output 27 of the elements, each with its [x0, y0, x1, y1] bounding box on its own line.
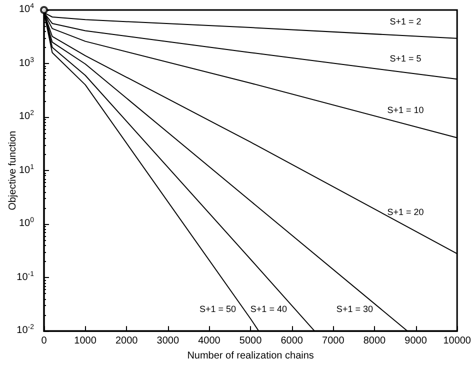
series-label: S+1 = 2 — [390, 16, 422, 27]
series-label: S+1 = 30 — [336, 304, 373, 314]
y-tick-label: 10$^{-1}$ — [16, 270, 34, 284]
series-label: S+1 = 40 — [250, 304, 287, 314]
x-tick-label: 4000 — [198, 336, 221, 347]
x-tick-label: 2000 — [115, 336, 138, 347]
x-tick-label: 1000 — [74, 336, 97, 347]
series-label: S+1 = 20 — [387, 206, 424, 217]
x-tick-label: 8000 — [363, 336, 386, 347]
series-label: S+1 = 10 — [387, 105, 424, 116]
series-label: S+1 = 5 — [390, 54, 422, 64]
series-label: S+1 = 50 — [200, 304, 236, 314]
y-tick-label: 10$^{1}$ — [18, 164, 34, 177]
x-tick-label: 0 — [41, 336, 48, 347]
y-tick-label: 10$^{-2}$ — [16, 324, 34, 338]
y-tick-label: 10$^{4}$ — [18, 3, 34, 16]
y-axis-title: Objective function — [8, 130, 18, 210]
x-tick-label: 10000 — [443, 336, 472, 347]
y-tick-label: 10$^{3}$ — [18, 56, 34, 70]
x-tick-label: 9000 — [404, 336, 428, 347]
x-tick-label: 5000 — [239, 336, 262, 347]
x-tick-label: 6000 — [280, 336, 304, 347]
x-tick-label: 3000 — [156, 336, 180, 347]
y-tick-label: 10$^{2}$ — [18, 110, 34, 124]
x-axis-title: Number of realization chains — [187, 350, 314, 362]
y-tick-label: 10$^{0}$ — [18, 217, 34, 230]
x-tick-label: 7000 — [322, 336, 345, 347]
